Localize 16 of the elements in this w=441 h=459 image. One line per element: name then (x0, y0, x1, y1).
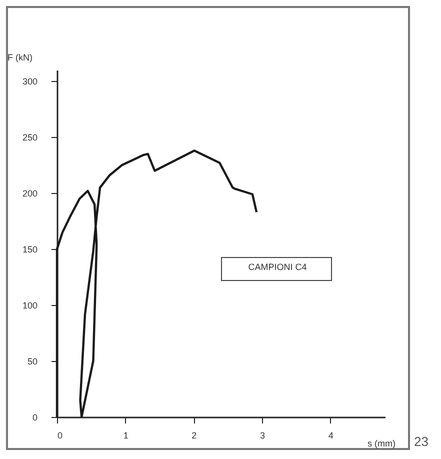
x-tick-label: 1 (123, 430, 128, 440)
y-tick-label: 300 (22, 76, 38, 87)
x-tick-label: 3 (260, 430, 266, 440)
y-tick-label: 50 (27, 356, 38, 367)
annotation: CAMPIONI C4 (247, 262, 308, 272)
text: 23 (414, 434, 428, 449)
y-tick-label: 150 (22, 244, 38, 255)
y-tick-label: 200 (22, 188, 38, 199)
y-tick-label: 250 (22, 132, 38, 143)
y-tick-label: 100 (22, 300, 38, 311)
x-axis-title: s (mm) (368, 438, 396, 448)
y-tick-label: 0 (32, 412, 38, 422)
x-tick-label: 0 (58, 430, 63, 440)
y-axis-title: F (kN) (8, 52, 32, 62)
x-tick-label: 4 (328, 430, 334, 440)
x-tick-label: 2 (192, 430, 197, 440)
